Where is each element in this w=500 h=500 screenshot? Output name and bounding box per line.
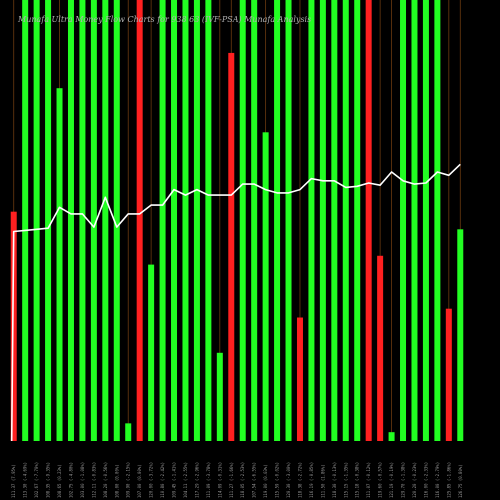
bar-10 [125,423,132,441]
x-tick-label-35: 120.20 (-0.23%) [412,462,417,498]
x-tick-label-25: 118.38 (-2.72%) [298,462,303,498]
bar-23 [274,0,281,441]
bar-15 [182,0,189,441]
x-tick-label-26: 116.19 (-0.85%) [309,462,314,498]
bar-26 [308,0,315,441]
x-tick-label-37: 116.00 (-2.79%) [435,462,440,498]
bar-7 [90,0,97,441]
x-axis-ticks: 111.37 (7.95%) 113.30 (-4.69%) 102.67 (-7.… [11,462,463,498]
x-tick-label-15: 104.11 (-2.55%) [183,462,188,498]
bar-14 [171,0,178,441]
bar-20 [239,0,246,441]
bar-13 [159,0,166,441]
x-tick-label-38: 125.85 (-1.86%) [446,462,451,498]
bar-35 [411,0,418,441]
bar-31 [365,0,372,441]
x-tick-label-31: 111.07 (-0.12%) [366,462,371,498]
bar-28 [331,0,338,441]
bar-34 [400,0,407,441]
bars-group [10,0,464,442]
bar-11 [136,0,143,441]
bar-5 [67,0,74,441]
x-tick-label-18: 114.09 (-0.31%) [217,462,222,498]
x-tick-label-8: 108.20 (-0.56%) [103,462,108,498]
x-tick-label-14: 109.45 (-1.41%) [172,462,177,498]
bar-1 [22,0,29,441]
x-tick-label-30: 115.18 (-0.38%) [355,462,360,498]
bar-6 [79,0,86,441]
line-group [10,163,461,442]
x-tick-label-4: 108.65 (0.23%) [57,464,62,498]
bar-33 [388,432,395,441]
x-tick-label-6: 103.00 (-1.08%) [80,462,85,498]
x-tick-label-0: 111.37 (7.95%) [11,464,16,498]
x-tick-label-7: 112.11 (-0.83%) [91,462,96,498]
x-tick-label-19: 111.27 (-1.66%) [229,462,234,498]
x-tick-label-11: 107.00 (0.00%) [137,464,142,498]
chart-title-text: Munafa Ultra Money Flow Charts for 938 6… [17,15,311,24]
x-tick-label-32: 119.60 (-0.57%) [378,462,383,498]
x-tick-label-10: 109.90 (-2.15%) [126,462,131,498]
bar-29 [342,0,349,441]
x-tick-label-12: 120.00 (-3.72%) [149,462,154,498]
bar-36 [422,0,429,441]
bar-21 [251,0,258,441]
bar-4 [56,88,63,441]
x-tick-label-5: 102.75 (-4.80%) [69,462,74,498]
x-tick-label-28: 118.30 (-0.13%) [332,462,337,498]
bar-16 [193,0,200,441]
bar-39 [457,229,464,441]
bar-24 [285,0,292,441]
bar-9 [113,0,120,441]
bar-27 [319,0,326,441]
x-tick-label-9: 108.00 (0.00%) [114,464,119,498]
x-tick-label-36: 116.00 (-2.33%) [423,462,428,498]
bar-32 [377,255,384,441]
bar-19 [228,52,235,442]
bar-22 [262,132,269,442]
x-tick-label-2: 102.67 (-7.70%) [34,462,39,498]
x-tick-label-13: 110.80 (-2.42%) [160,462,165,498]
x-tick-label-29: 115.15 (-1.35%) [343,462,348,498]
x-tick-label-24: 120.30 (-3.00%) [286,462,291,498]
x-tick-label-23: 115.59 (-0.02%) [275,462,280,498]
bar-17 [205,0,212,441]
x-tick-label-22: 119.00 (0.03%) [263,464,268,498]
x-tick-label-33: 121.19 (-0.19%) [389,462,394,498]
bar-18 [216,352,223,441]
x-tick-label-21: 107.54 (-6.55%) [252,462,257,498]
bar-38 [445,308,452,441]
bar-12 [148,264,155,441]
bar-25 [296,317,303,441]
x-tick-label-1: 113.30 (-4.69%) [23,462,28,498]
x-tick-label-3: 108.35 (-9.35%) [46,462,51,498]
x-tick-label-17: 111.09 (-3.78%) [206,462,211,498]
x-tick-label-16: 117.29 (-2.96%) [194,462,199,498]
x-tick-label-39: 126.75 (0.80%) [458,464,463,498]
bar-2 [33,0,40,441]
bar-30 [354,0,361,441]
money-flow-line [10,163,461,442]
x-tick-label-27: 111.50 (1.86%) [320,464,325,498]
bar-37 [434,0,441,441]
x-tick-label-34: 129.70 (-1.38%) [401,462,406,498]
chart-title: Munafa Ultra Money Flow Charts for 938 6… [17,15,311,24]
bar-0 [10,211,17,441]
x-tick-label-20: 118.05 (-2.53%) [240,462,245,498]
bar-8 [102,0,109,441]
bar-3 [45,0,52,441]
